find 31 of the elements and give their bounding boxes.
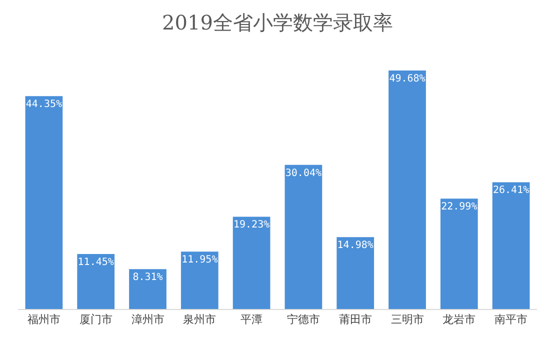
- bar: [492, 182, 530, 309]
- x-tick-label: 三明市: [390, 313, 424, 326]
- bar: [129, 269, 166, 309]
- data-label: 49.68%: [389, 74, 426, 85]
- data-label: 11.95%: [182, 254, 218, 266]
- data-label: 11.45%: [78, 257, 114, 268]
- x-tick-label: 莆田市: [338, 313, 372, 326]
- x-tick-label: 宁德市: [286, 313, 320, 326]
- bar: [232, 216, 270, 309]
- chart-title: 2019全省小学数学录取率: [162, 10, 393, 34]
- data-label: 26.41%: [492, 185, 530, 196]
- x-tick-label: 平潭: [240, 313, 263, 326]
- bar: [336, 237, 374, 309]
- data-label: 22.99%: [441, 202, 478, 213]
- x-tick-label: 漳州市: [131, 313, 164, 326]
- data-label: 44.35%: [26, 99, 62, 110]
- bar: [284, 164, 322, 309]
- x-tick-label: 泉州市: [183, 313, 216, 326]
- bar: [77, 254, 115, 309]
- data-label: 19.23%: [233, 220, 270, 231]
- x-tick-label: 福州市: [27, 313, 60, 326]
- data-label: 14.98%: [337, 240, 374, 252]
- bar: [25, 96, 63, 309]
- data-label: 8.31%: [132, 272, 163, 284]
- x-tick-label: 龙岩市: [442, 313, 476, 326]
- bar: [180, 252, 218, 309]
- bar: [440, 198, 478, 309]
- x-tick-label: 南平市: [494, 313, 528, 326]
- bar: [388, 70, 426, 309]
- x-tick-label: 厦门市: [79, 313, 112, 326]
- data-label: 30.04%: [285, 168, 322, 179]
